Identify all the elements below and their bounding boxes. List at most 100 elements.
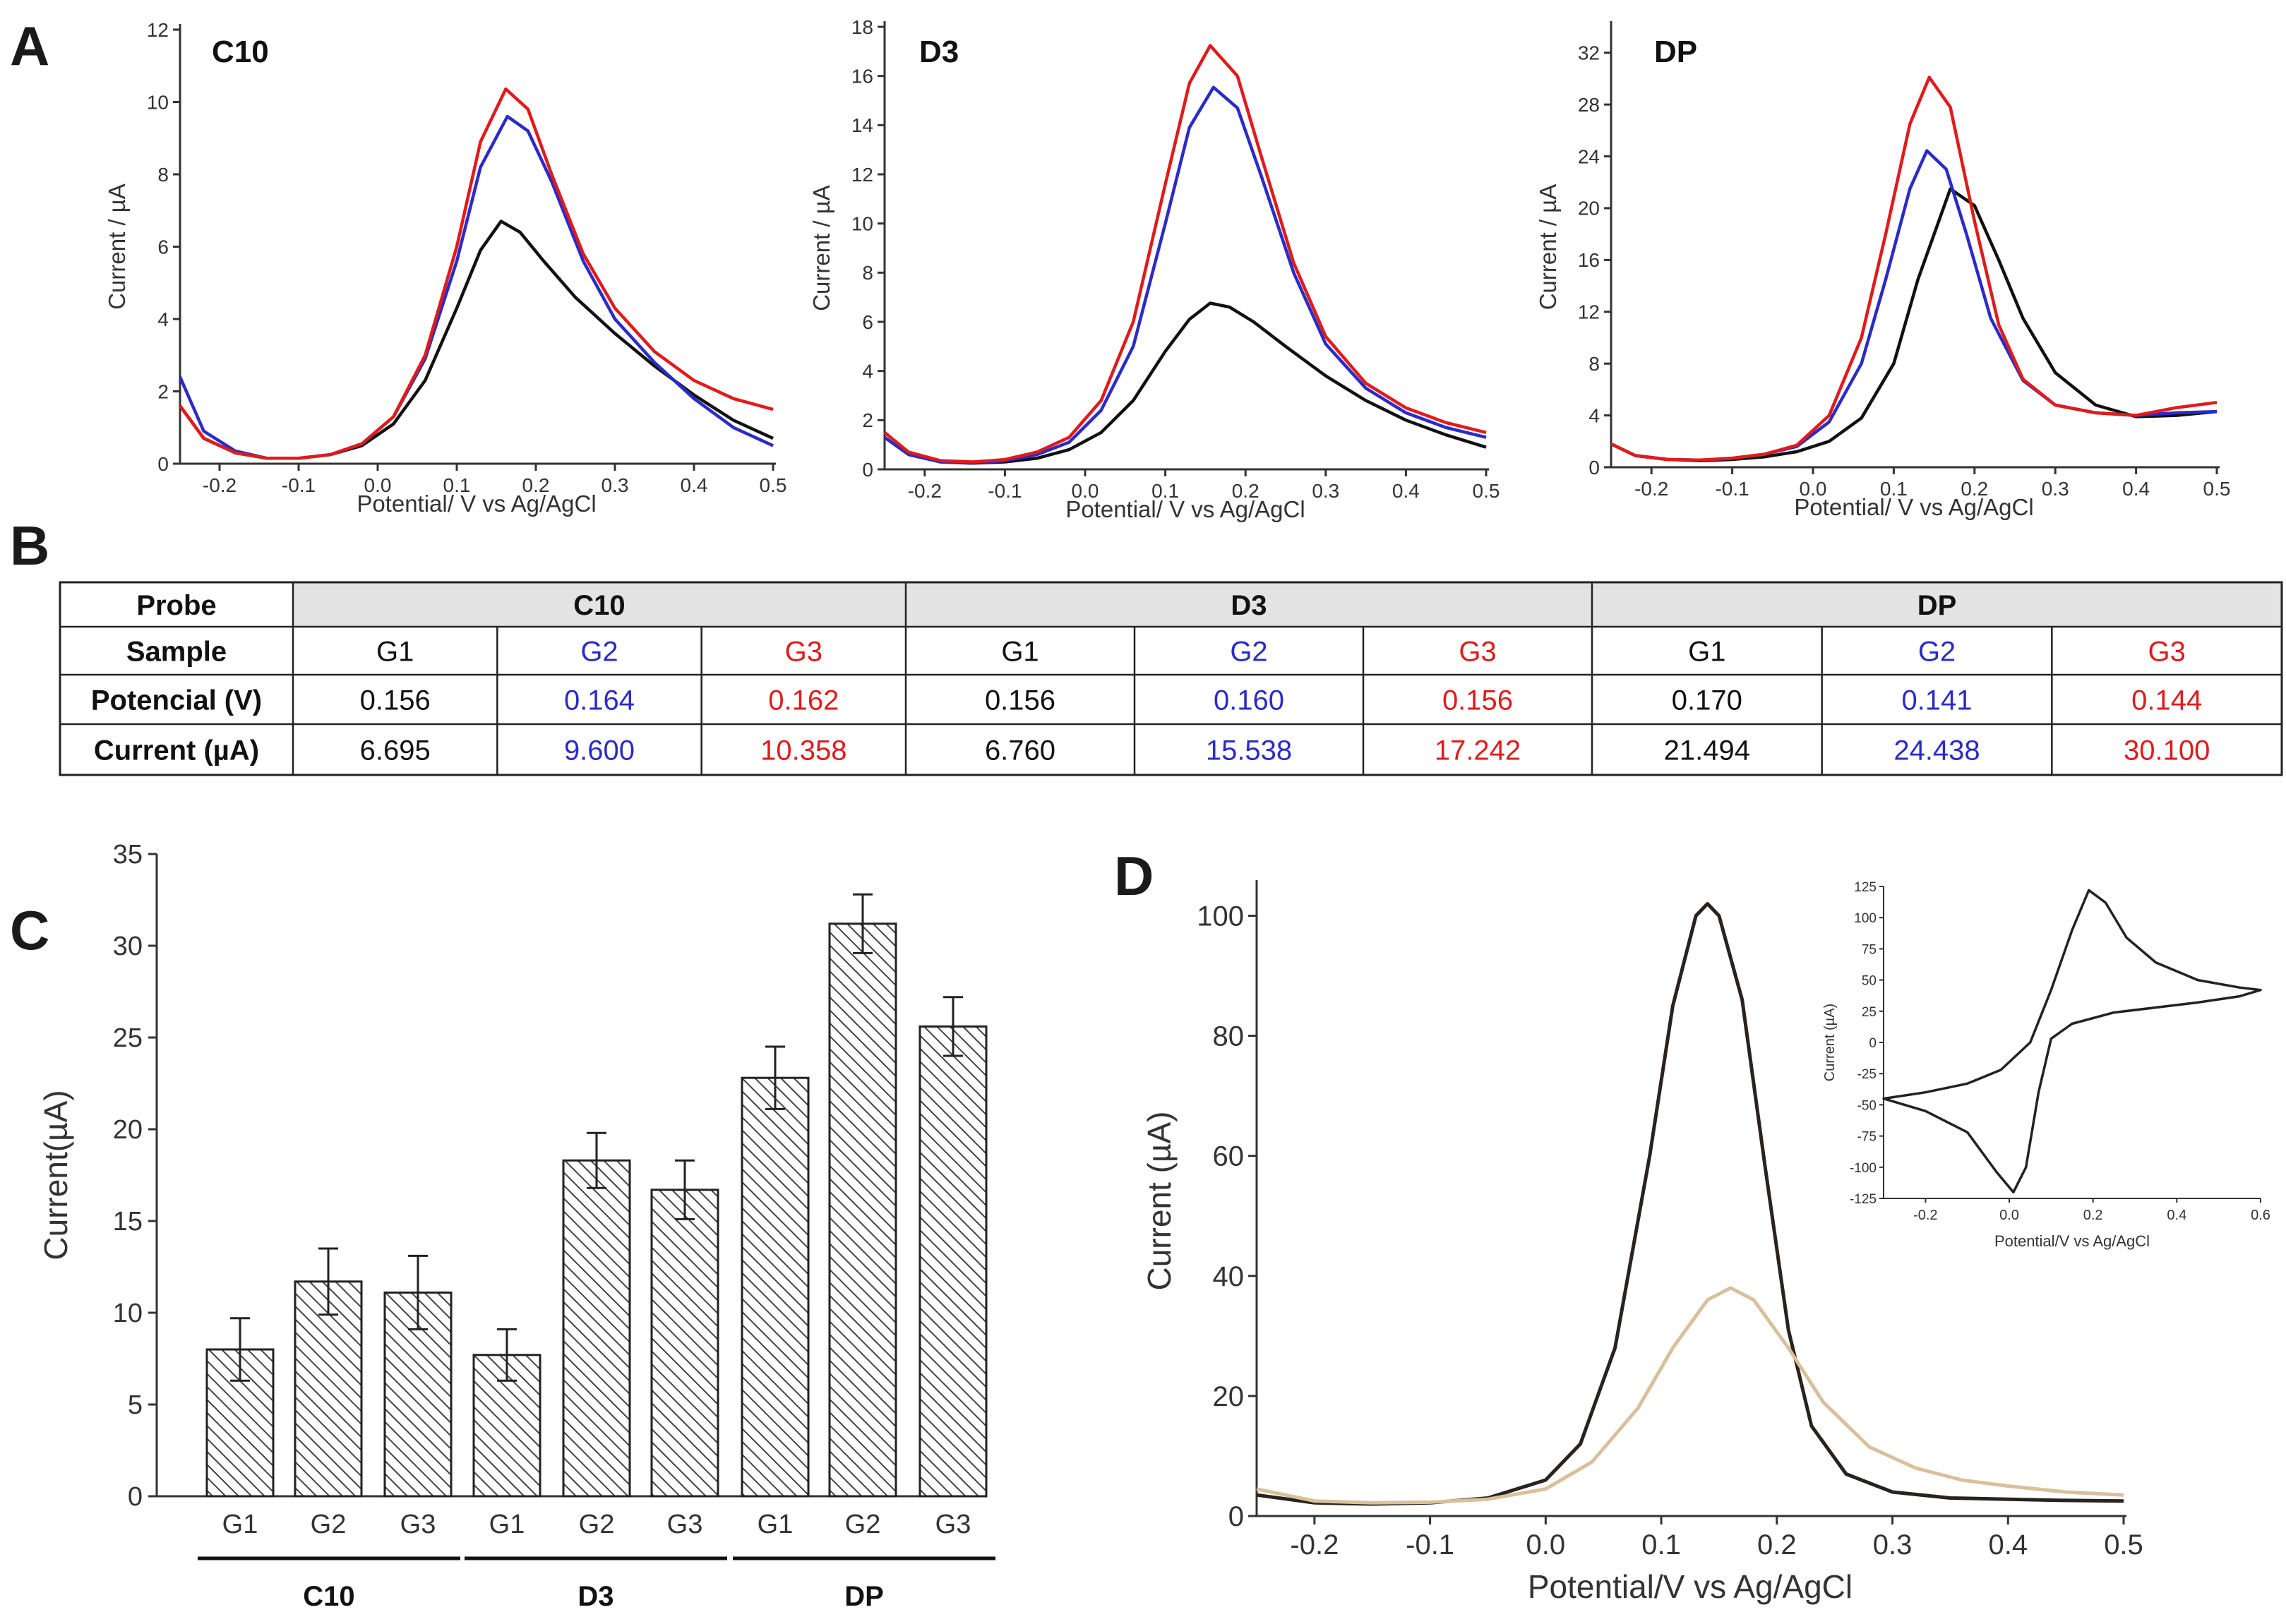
y-tick-label: 100 (1854, 911, 1877, 926)
table-frame (59, 581, 2283, 776)
x-tick-label: -0.1 (1406, 1529, 1454, 1560)
inset-background (1884, 886, 2261, 1198)
y-tick-label: -25 (1857, 1067, 1877, 1082)
x-axis-title: Potential/ V vs Ag/AgCl (357, 491, 596, 517)
table-cell: 6.695 (360, 735, 431, 766)
y-tick-label: 0 (1869, 1036, 1877, 1051)
y-tick-label: 0 (128, 1482, 143, 1512)
y-tick-label: 20 (1213, 1381, 1245, 1412)
table-cell: G2 (580, 636, 618, 667)
x-tick-label: 0.4 (2122, 478, 2150, 500)
table-cell: 21.494 (1664, 735, 1750, 766)
x-tick-label: 0.3 (2042, 478, 2069, 500)
y-tick-label: 0 (1228, 1501, 1244, 1532)
table-cell: 0.141 (1901, 685, 1972, 716)
y-tick-label: 25 (113, 1023, 143, 1053)
y-tick-label: 16 (851, 65, 873, 87)
x-tick-label: 0.1 (443, 474, 471, 496)
x-tick-label: G3 (400, 1510, 436, 1539)
y-tick-label: 2 (862, 409, 873, 431)
x-tick-label: 0.0 (1999, 1208, 2019, 1223)
x-tick-label: 0.1 (1880, 478, 1908, 500)
x-tick-label: 0.5 (760, 474, 787, 496)
bar-7 (741, 1076, 810, 1498)
bar-3 (383, 1291, 453, 1498)
table-cell: G1 (376, 636, 414, 667)
y-tick-label: 12 (851, 164, 873, 186)
y-tick-label: 28 (1578, 94, 1600, 116)
group-label: D3 (578, 1581, 614, 1612)
x-tick-label: 0.2 (1232, 480, 1259, 502)
table-cell: G3 (1459, 636, 1496, 667)
table-cell: 24.438 (1893, 735, 1980, 766)
series-line-g2 (883, 85, 1487, 465)
table-cell: G1 (1688, 636, 1725, 667)
panel-letter-c: C (10, 899, 49, 961)
table-cell: 0.160 (1214, 685, 1284, 716)
x-tick-label: 0.0 (364, 474, 392, 496)
x-tick-label: G2 (311, 1510, 347, 1539)
probe-header-dp: DP (1917, 590, 1957, 621)
x-tick-label: -0.2 (1290, 1529, 1339, 1560)
probe-header-label: Probe (136, 590, 216, 621)
x-tick-label: G1 (489, 1510, 525, 1539)
x-tick-label: 0.5 (1473, 480, 1500, 502)
y-tick-label: 8 (1588, 353, 1600, 375)
bar-2 (294, 1280, 363, 1498)
y-tick-label: 30 (113, 932, 143, 961)
x-tick-label: -0.1 (988, 480, 1022, 502)
x-tick-label: -0.2 (908, 480, 942, 502)
y-tick-label: 0 (157, 453, 169, 475)
x-tick-label: 0.5 (2104, 1529, 2143, 1560)
y-tick-label: 8 (157, 164, 169, 186)
probe-header-d3: D3 (1231, 590, 1267, 621)
x-tick-label: 0.3 (1312, 480, 1339, 502)
x-tick-label: -0.2 (1913, 1208, 1937, 1223)
x-axis-title: Potential/ V vs Ag/AgCl (1065, 496, 1305, 522)
header-shading (293, 582, 2282, 627)
table-b: Probe C10 D3 DP Sample G1 G2 G3 G1 G2 G3 G1 G2 G3 Pote… (59, 581, 2283, 776)
table-cell: G2 (1918, 636, 1956, 667)
y-tick-label: 2 (157, 380, 169, 402)
probe-title: D3 (919, 35, 959, 69)
x-tick-label: -0.1 (1715, 478, 1749, 500)
x-tick-label: 0.2 (1757, 1529, 1797, 1560)
panel-letter-a: A (10, 15, 49, 77)
x-axis-title: Potential/V vs Ag/AgCl (1994, 1232, 2150, 1250)
x-tick-label: 0.4 (681, 474, 708, 496)
table-cell: 6.760 (985, 735, 1055, 766)
y-tick-label: 60 (1213, 1141, 1245, 1172)
y-axis-title: Current (µA) (1822, 1004, 1838, 1081)
y-tick-label: 12 (147, 19, 169, 41)
y-tick-label: 5 (128, 1390, 143, 1420)
x-tick-label: 0.1 (1151, 480, 1179, 502)
x-tick-label: G3 (667, 1510, 703, 1539)
y-tick-label: 10 (851, 212, 873, 234)
table-cell: 10.358 (760, 735, 846, 766)
x-tick-label: 0.2 (1961, 478, 1988, 500)
bar-9 (918, 1025, 988, 1498)
row-label: Potencial (V) (91, 685, 262, 716)
y-tick-label: -125 (1850, 1192, 1877, 1207)
x-tick-label: 0.2 (2083, 1208, 2103, 1223)
y-tick-label: 24 (1578, 145, 1600, 167)
y-tick-label: 10 (147, 91, 169, 113)
y-tick-label: 4 (1588, 404, 1600, 426)
table-cell: 0.156 (360, 685, 431, 716)
series-line-control (1256, 1286, 2124, 1505)
table-cell: 0.144 (2131, 685, 2202, 716)
y-tick-label: 0 (862, 459, 873, 481)
group-label: C10 (303, 1581, 354, 1612)
x-axis-title: Potential/V vs Ag/AgCl (1528, 1568, 1853, 1605)
series-line-g1 (179, 219, 774, 460)
y-tick-label: 35 (113, 840, 143, 870)
row-label: Current (µA) (94, 735, 259, 766)
y-tick-label: 4 (862, 360, 873, 382)
x-tick-label: 0.4 (1988, 1529, 2028, 1560)
table-cell: 0.170 (1672, 685, 1742, 716)
y-tick-label: 0 (1588, 457, 1600, 479)
y-tick-label: -75 (1857, 1130, 1877, 1145)
y-tick-label: 12 (1578, 301, 1600, 323)
y-tick-label: 20 (113, 1115, 143, 1145)
